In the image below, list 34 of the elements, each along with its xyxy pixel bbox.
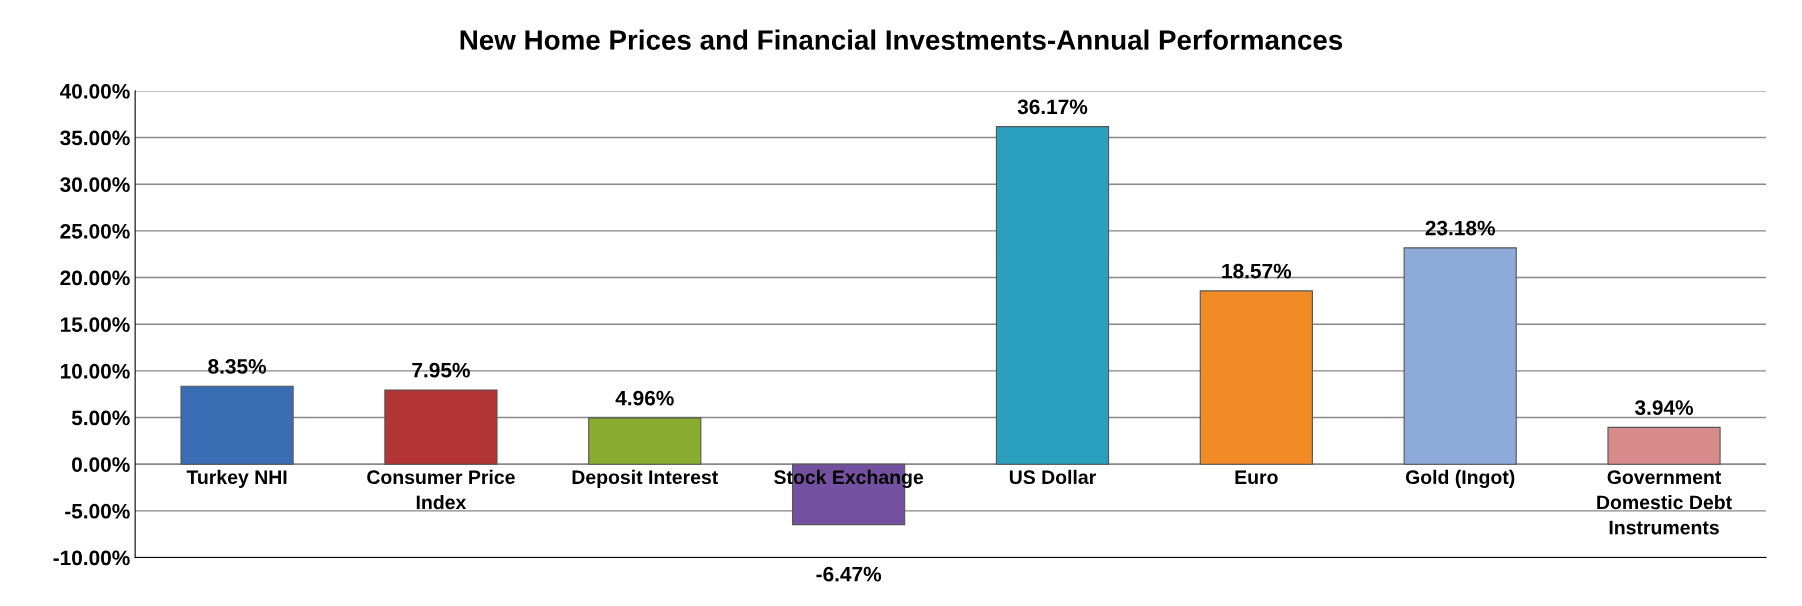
bar: [995, 126, 1110, 465]
bar: [180, 385, 294, 465]
y-tick-label: 25.00%: [60, 223, 130, 239]
bar: [1607, 426, 1721, 465]
y-tick-label: 10.00%: [60, 363, 130, 379]
y-tick-label: -10.00%: [53, 550, 130, 566]
x-tick-label: Deposit Interest: [572, 469, 719, 488]
bar: [384, 389, 498, 465]
bar: [1403, 247, 1517, 465]
x-tick-label: Government Domestic Debt Instruments: [1597, 470, 1732, 535]
data-label: -6.47%: [816, 566, 882, 582]
x-tick-label: Euro: [1235, 470, 1278, 485]
data-label: 36.17%: [1017, 99, 1088, 115]
data-label: 4.96%: [615, 390, 674, 406]
y-tick-label: 15.00%: [60, 317, 130, 332]
data-label: 7.95%: [412, 362, 470, 378]
x-tick-label: Consumer Price Index: [367, 469, 515, 510]
data-label: 3.94%: [1634, 400, 1694, 415]
bar: [1199, 290, 1313, 465]
bar: [588, 417, 702, 465]
y-tick-label: 20.00%: [60, 270, 130, 286]
y-tick-label: 30.00%: [60, 177, 130, 193]
data-label: 8.35%: [208, 359, 267, 374]
x-tick-label: Gold (Ingot): [1405, 469, 1515, 489]
y-tick-label: 35.00%: [60, 130, 130, 146]
y-tick-label: 5.00%: [71, 410, 130, 426]
x-tick-label: Turkey NHI: [186, 469, 287, 488]
y-tick-label: -5.00%: [65, 503, 130, 519]
data-label: 18.57%: [1222, 263, 1292, 279]
x-tick-label: US Dollar: [1009, 469, 1096, 485]
y-tick-label: 0.00%: [72, 457, 130, 472]
chart-title: New Home Prices and Financial Investments-Annual Performances: [460, 29, 1343, 50]
y-tick-label: 40.00%: [59, 83, 130, 99]
data-label: 23.18%: [1425, 220, 1495, 236]
